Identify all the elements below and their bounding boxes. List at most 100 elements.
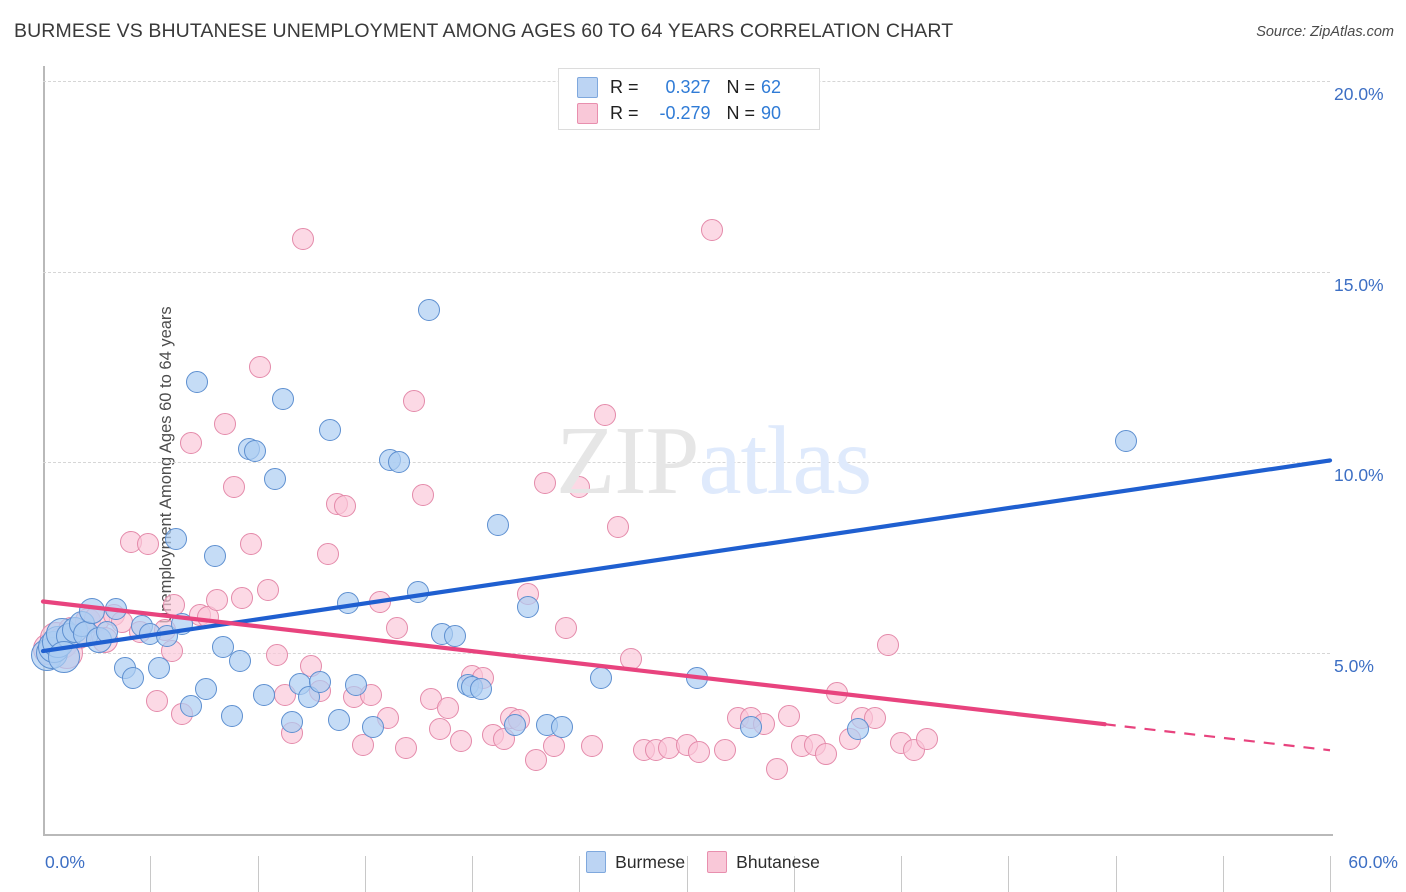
data-point-burmese[interactable]: [516, 596, 539, 619]
data-point-burmese[interactable]: [407, 580, 430, 603]
data-point-bhutanese[interactable]: [778, 704, 801, 727]
data-point-bhutanese[interactable]: [533, 472, 556, 495]
data-point-bhutanese[interactable]: [411, 483, 434, 506]
x-tick-15: [364, 856, 366, 892]
x-tick-45: [1008, 856, 1010, 892]
data-point-bhutanese[interactable]: [606, 516, 629, 539]
data-point-bhutanese[interactable]: [385, 617, 408, 640]
data-point-bhutanese[interactable]: [525, 748, 548, 771]
data-point-bhutanese[interactable]: [814, 743, 837, 766]
data-point-burmese[interactable]: [164, 527, 187, 550]
legend-item-burmese[interactable]: Burmese: [586, 851, 685, 873]
data-point-bhutanese[interactable]: [394, 737, 417, 760]
data-point-burmese[interactable]: [345, 674, 368, 697]
n-value-burmese: 62: [761, 76, 782, 97]
data-point-burmese[interactable]: [486, 514, 509, 537]
data-point-bhutanese[interactable]: [257, 579, 280, 602]
x-tick-40: [901, 856, 902, 892]
data-point-bhutanese[interactable]: [542, 735, 565, 758]
data-point-bhutanese[interactable]: [915, 727, 938, 750]
data-point-bhutanese[interactable]: [145, 689, 168, 712]
data-point-burmese[interactable]: [418, 298, 441, 321]
data-point-burmese[interactable]: [443, 624, 466, 647]
data-point-bhutanese[interactable]: [450, 729, 473, 752]
data-point-burmese[interactable]: [503, 714, 526, 737]
data-point-burmese[interactable]: [180, 695, 202, 718]
data-point-bhutanese[interactable]: [403, 390, 426, 413]
data-point-bhutanese[interactable]: [877, 634, 900, 657]
data-point-bhutanese[interactable]: [214, 413, 237, 436]
data-point-burmese[interactable]: [336, 592, 359, 615]
data-point-burmese[interactable]: [122, 666, 145, 689]
x-axis-min-label: 0.0%: [45, 852, 85, 872]
data-point-bhutanese[interactable]: [765, 758, 788, 781]
data-point-bhutanese[interactable]: [555, 617, 578, 640]
data-point-bhutanese[interactable]: [291, 228, 314, 251]
data-point-burmese[interactable]: [220, 704, 243, 727]
data-point-burmese[interactable]: [280, 710, 303, 733]
correlation-row-bhutanese: R = -0.279 N = 90: [577, 100, 809, 126]
data-point-bhutanese[interactable]: [334, 495, 357, 518]
data-point-burmese[interactable]: [388, 451, 411, 474]
data-point-burmese[interactable]: [328, 708, 350, 731]
data-point-burmese[interactable]: [1115, 430, 1138, 453]
data-point-bhutanese[interactable]: [581, 735, 604, 758]
correlation-legend: R = 0.327 N = 62 R = -0.279 N = 90: [558, 68, 820, 130]
data-point-burmese[interactable]: [847, 718, 870, 741]
data-point-burmese[interactable]: [308, 670, 331, 693]
legend-color-burmese: [586, 851, 607, 873]
data-point-bhutanese[interactable]: [568, 476, 591, 499]
correlation-row-burmese: R = 0.327 N = 62: [577, 74, 809, 100]
data-point-burmese[interactable]: [96, 621, 119, 644]
data-point-bhutanese[interactable]: [351, 733, 374, 756]
data-point-burmese[interactable]: [686, 666, 709, 689]
gridline-10: [43, 462, 1330, 464]
data-point-bhutanese[interactable]: [825, 682, 848, 705]
legend-item-bhutanese[interactable]: Bhutanese: [707, 851, 820, 873]
data-point-bhutanese[interactable]: [317, 542, 340, 565]
data-point-bhutanese[interactable]: [205, 588, 228, 611]
data-point-burmese[interactable]: [186, 371, 209, 394]
data-point-burmese[interactable]: [263, 468, 286, 491]
data-point-burmese[interactable]: [319, 418, 342, 441]
y-tick-label-150: 15.0%: [1334, 274, 1384, 295]
data-point-burmese[interactable]: [272, 388, 295, 411]
data-point-bhutanese[interactable]: [180, 432, 202, 455]
data-point-bhutanese[interactable]: [137, 533, 160, 556]
data-point-burmese[interactable]: [171, 613, 194, 636]
data-point-burmese[interactable]: [104, 598, 127, 621]
legend-swatch-burmese: [577, 76, 598, 98]
data-point-burmese[interactable]: [229, 649, 252, 672]
data-point-burmese[interactable]: [48, 640, 81, 673]
y-tick-label-200: 20.0%: [1334, 84, 1384, 104]
data-point-bhutanese[interactable]: [688, 741, 711, 764]
data-point-burmese[interactable]: [147, 657, 170, 680]
data-point-bhutanese[interactable]: [428, 718, 451, 741]
data-point-bhutanese[interactable]: [265, 643, 288, 666]
data-point-bhutanese[interactable]: [619, 647, 642, 670]
data-point-bhutanese[interactable]: [231, 586, 254, 609]
data-point-burmese[interactable]: [203, 544, 226, 567]
data-point-bhutanese[interactable]: [240, 533, 263, 556]
data-point-burmese[interactable]: [195, 678, 218, 701]
data-point-bhutanese[interactable]: [368, 590, 391, 613]
data-point-burmese[interactable]: [739, 716, 762, 739]
data-point-bhutanese[interactable]: [437, 697, 460, 720]
data-point-burmese[interactable]: [252, 683, 275, 706]
data-point-burmese[interactable]: [244, 439, 267, 462]
data-point-bhutanese[interactable]: [222, 476, 245, 499]
x-tick-25: [579, 856, 581, 892]
data-point-bhutanese[interactable]: [701, 218, 724, 241]
data-point-bhutanese[interactable]: [248, 356, 271, 378]
data-point-burmese[interactable]: [469, 678, 492, 701]
legend-swatch-bhutanese: [577, 102, 598, 124]
data-point-burmese[interactable]: [589, 666, 612, 689]
data-point-bhutanese[interactable]: [593, 403, 616, 426]
data-point-burmese[interactable]: [551, 716, 574, 739]
x-tick-55: [1222, 856, 1224, 892]
data-point-bhutanese[interactable]: [714, 739, 737, 762]
y-axis-title-container: Unemployment Among Ages 60 to 64 years: [10, 255, 175, 675]
x-tick-35: [793, 856, 795, 892]
data-point-burmese[interactable]: [362, 716, 385, 739]
data-point-burmese[interactable]: [79, 598, 106, 625]
